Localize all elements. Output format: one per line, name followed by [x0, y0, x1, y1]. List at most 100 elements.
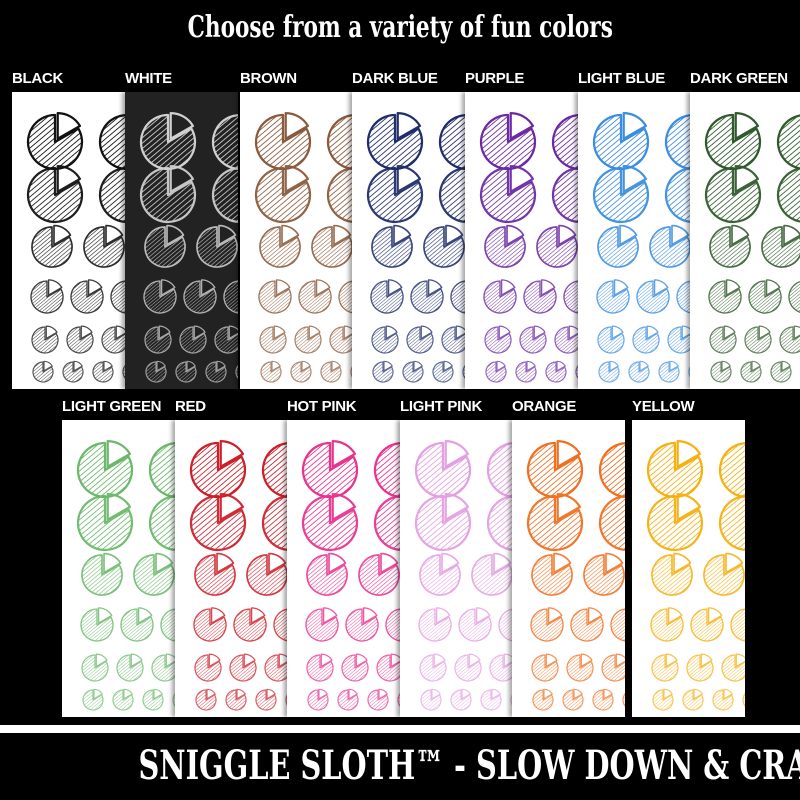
pie-chart-icon: [438, 167, 465, 223]
sticker-sheet: [175, 420, 288, 717]
pie-chart-icon: [341, 653, 369, 682]
pie-chart-icon: [545, 360, 567, 383]
pie-chart-icon: [704, 164, 762, 224]
pie-chart-icon: [194, 552, 236, 596]
pie-chart-icon: [175, 360, 197, 383]
pie-chart-icon: [651, 552, 693, 596]
pie-chart-icon: [776, 114, 800, 170]
sticker-sheet: [578, 92, 691, 389]
pie-chart-icon: [788, 281, 800, 313]
title-text: Choose from a variety of fun colors: [187, 10, 613, 45]
pie-chart-icon: [454, 653, 482, 682]
pie-chart-icon: [183, 279, 217, 314]
pie-chart-icon: [536, 224, 578, 268]
pie-chart-icon: [419, 653, 447, 682]
pie-chart-icon: [258, 279, 292, 314]
pie-chart-icon: [676, 280, 691, 314]
pie-chart-icon: [563, 280, 578, 314]
color-label: LIGHT BLUE: [578, 70, 665, 87]
color-label: LIGHT PINK: [400, 398, 482, 415]
pie-chart-icon: [486, 495, 513, 551]
pie-chart-icon: [371, 325, 399, 354]
pie-chart-icon: [632, 325, 660, 354]
pie-chart-icon: [710, 360, 732, 383]
color-label: YELLOW: [632, 398, 695, 415]
pie-chart-icon: [597, 224, 639, 268]
pie-chart-icon: [70, 279, 104, 314]
pie-chart-icon: [196, 224, 238, 268]
pie-chart-icon: [110, 280, 125, 314]
pie-chart-icon: [80, 607, 114, 642]
pie-chart-icon: [779, 325, 800, 354]
pie-chart-icon: [254, 164, 312, 224]
pie-chart-icon: [31, 224, 73, 268]
pie-chart-icon: [373, 442, 400, 498]
pie-chart-icon: [371, 224, 413, 268]
pie-chart-icon: [776, 167, 800, 223]
pie-chart-icon: [194, 653, 222, 682]
pie-chart-icon: [145, 360, 167, 383]
color-label: LIGHT GREEN: [62, 398, 162, 415]
color-label: DARK GREEN: [690, 70, 788, 87]
pie-chart-icon: [255, 688, 277, 711]
pie-chart-icon: [636, 279, 670, 314]
pie-chart-icon: [301, 439, 359, 499]
pie-chart-icon: [479, 164, 537, 224]
pie-chart-icon: [26, 111, 84, 171]
pie-chart-icon: [225, 688, 247, 711]
pie-chart-icon: [651, 653, 679, 682]
footer-text: SNIGGLE SLOTH™ - SLOW DOWN & CRAFT: [138, 742, 800, 789]
pie-chart-icon: [583, 552, 625, 596]
pie-chart-icon: [744, 325, 772, 354]
sticker-sheet: [62, 420, 175, 717]
sticker-sheet: [400, 420, 513, 717]
sticker-sheet: [240, 92, 353, 389]
pie-chart-icon: [708, 279, 742, 314]
divider: [0, 725, 800, 733]
pie-chart-icon: [179, 325, 207, 354]
pie-chart-icon: [326, 114, 353, 170]
pie-chart-icon: [120, 607, 154, 642]
sticker-sheet: [632, 420, 745, 717]
pie-chart-icon: [410, 279, 444, 314]
pie-chart-icon: [664, 167, 691, 223]
sticker-sheet: [690, 92, 800, 389]
pie-chart-icon: [402, 360, 424, 383]
pie-chart-icon: [76, 439, 134, 499]
pie-chart-icon: [489, 653, 513, 682]
pie-chart-icon: [598, 360, 620, 383]
pie-chart-icon: [98, 167, 125, 223]
page-title: Choose from a variety of fun colors: [0, 10, 800, 45]
pie-chart-icon: [628, 360, 650, 383]
pie-chart-icon: [189, 439, 247, 499]
pie-chart-icon: [235, 365, 238, 379]
pie-chart-icon: [30, 279, 64, 314]
pie-chart-icon: [329, 325, 353, 354]
pie-chart-icon: [112, 688, 134, 711]
color-label: BLACK: [12, 70, 63, 87]
pie-chart-icon: [32, 360, 54, 383]
pie-chart-icon: [142, 688, 164, 711]
pie-chart-icon: [160, 608, 175, 642]
pie-chart-icon: [273, 608, 288, 642]
pie-chart-icon: [214, 325, 238, 354]
pie-chart-icon: [562, 688, 584, 711]
pie-chart-icon: [592, 164, 650, 224]
pie-chart-icon: [301, 492, 359, 552]
pie-chart-icon: [246, 552, 288, 596]
pie-chart-icon: [144, 224, 186, 268]
pie-chart-icon: [523, 279, 557, 314]
pie-chart-icon: [450, 688, 472, 711]
pie-chart-icon: [742, 693, 745, 707]
pie-chart-icon: [531, 552, 573, 596]
pie-chart-icon: [682, 688, 704, 711]
pie-chart-icon: [261, 442, 288, 498]
pie-chart-icon: [432, 360, 454, 383]
pie-chart-icon: [575, 365, 578, 379]
pie-chart-icon: [98, 114, 125, 170]
pie-chart-icon: [76, 492, 134, 552]
pie-chart-icon: [397, 693, 400, 707]
pie-chart-icon: [610, 608, 625, 642]
pie-chart-icon: [598, 495, 625, 551]
pie-chart-icon: [414, 492, 472, 552]
